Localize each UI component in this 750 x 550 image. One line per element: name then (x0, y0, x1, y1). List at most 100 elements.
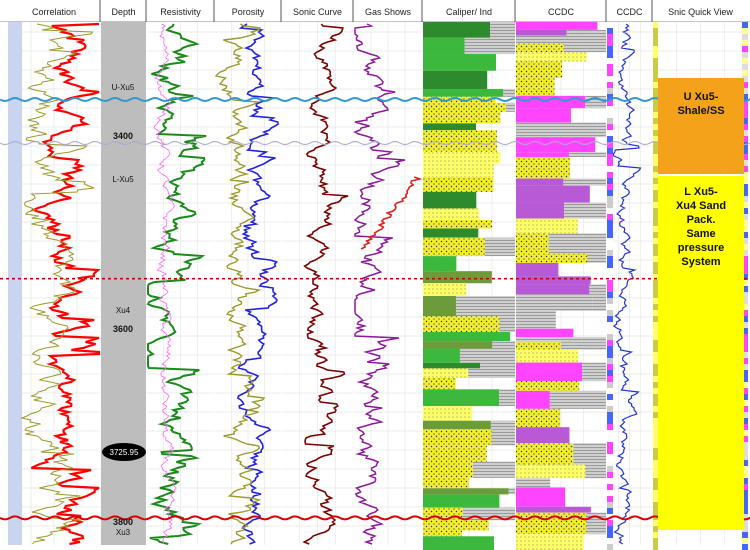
quickview-left-strip (653, 136, 658, 142)
quickview-left-strip (653, 58, 658, 64)
quickview-edge-strip (742, 52, 748, 58)
caliper-litho-fill (423, 332, 511, 342)
quickview-left-strip (653, 436, 658, 442)
ccdc-edge-strip (607, 34, 613, 40)
quickview-edge-strip (742, 202, 748, 208)
ccdc-edge-strip (607, 154, 613, 160)
quickview-left-strip (653, 112, 658, 118)
resistivity-curve (146, 23, 207, 545)
quickview-left-strip (653, 484, 658, 490)
quickview-left-strip (653, 172, 658, 178)
quickview-left-strip (653, 364, 658, 370)
quickview-left-strip (653, 400, 658, 406)
ccdc-edge-strip (607, 172, 613, 178)
quickview-edge-strip (742, 382, 748, 388)
quickview-left-strip (653, 88, 658, 94)
gas-show-peak (360, 176, 423, 250)
ccdc-edge-strip (607, 322, 613, 328)
zone-u-xu5 (658, 78, 744, 174)
ccdc-edge-strip (607, 538, 613, 544)
quickview-left-strip (653, 202, 658, 208)
caliper-litho-fill (423, 191, 477, 209)
zone-l-xu5-xu4-label: L Xu5-Xu4 Sand Pack. Same pressure System (676, 186, 726, 268)
quickview-left-strip (653, 346, 658, 352)
ccdc-edge-strip (607, 520, 613, 526)
ccdc-edge-strip (607, 88, 613, 94)
formation-top-line (0, 141, 750, 146)
ccdc-litho-fill (516, 337, 582, 343)
ccdc-litho-fill (516, 349, 579, 363)
quickview-edge-strip (742, 190, 748, 196)
quickview-edge-strip (742, 316, 748, 322)
ccdc-litho-fill (516, 262, 559, 277)
quickview-left-strip (653, 442, 658, 448)
quickview-left-strip (653, 310, 658, 316)
caliper-litho-fill (423, 163, 494, 178)
ccdc-edge-strip (607, 100, 613, 106)
ccdc-litho-fill (516, 253, 587, 263)
ccdc-litho-fill (516, 362, 583, 382)
ccdc-edge-strip (607, 130, 613, 136)
caliper-litho-fill (423, 70, 488, 90)
ccdc-edge-strip (607, 448, 613, 454)
ccdc-edge-strip (607, 226, 613, 232)
quickview-edge-strip (742, 112, 748, 118)
quickview-left-strip (653, 124, 658, 130)
ccdc-edge-strip (607, 214, 613, 220)
quickview-edge-strip (742, 424, 748, 430)
ccdc-edge-strip (607, 412, 613, 418)
quickview-left-strip (653, 448, 658, 454)
ccdc-litho-fill (516, 408, 561, 428)
quickview-edge-strip (742, 406, 748, 412)
quickview-edge-strip (742, 352, 748, 358)
quickview-left-strip (653, 70, 658, 76)
caliper-litho-fill (423, 123, 477, 131)
caliper-litho-fill (423, 130, 497, 152)
caliper-litho-fill (423, 316, 500, 333)
ccdc-litho-fill (516, 427, 570, 444)
ccdc-edge-strip (607, 310, 613, 316)
ccdc-edge-strip (607, 382, 613, 388)
caliper-litho-fill (423, 208, 479, 220)
porosity-curve (236, 23, 279, 545)
quickview-edge-strip (742, 328, 748, 334)
quickview-edge-strip (742, 448, 748, 454)
ccdc-edge-strip (607, 106, 613, 112)
ccdc-edge-strip (607, 40, 613, 46)
quickview-edge-strip (742, 70, 748, 76)
quickview-edge-strip (742, 370, 748, 376)
ccdc-edge-strip (607, 484, 613, 490)
quickview-edge-strip (742, 178, 748, 184)
quickview-edge-strip (742, 478, 748, 484)
ccdc-curve (612, 23, 642, 545)
quickview-edge-strip (742, 244, 748, 250)
quickview-edge-strip (742, 346, 748, 352)
ccdc-edge-strip (607, 94, 613, 100)
ccdc-edge-strip (607, 286, 613, 292)
ccdc-edge-strip (607, 190, 613, 196)
quickview-left-strip (653, 220, 658, 226)
ccdc-edge-strip (607, 70, 613, 76)
ccdc-edge-strip (607, 358, 613, 364)
ccdc-edge-strip (607, 478, 613, 484)
quickview-edge-strip (742, 46, 748, 52)
quickview-edge-strip (742, 532, 748, 538)
quickview-edge-strip (742, 340, 748, 346)
gas-shows-curve (353, 23, 406, 545)
caliper-litho-fill (423, 368, 469, 378)
caliper-litho-fill (423, 37, 465, 55)
correlation-shading (8, 22, 22, 545)
ccdc-litho-fill (516, 381, 580, 391)
ccdc-litho-fill (516, 178, 564, 186)
depth-label-3800: 3800 (113, 517, 133, 527)
ccdc-edge-strip (607, 460, 613, 466)
quickview-left-strip (653, 184, 658, 190)
ccdc-edge-strip (607, 112, 613, 118)
quickview-left-strip (653, 28, 658, 34)
ccdc-litho-fill (516, 52, 587, 62)
ccdc-edge-strip (607, 238, 613, 244)
ccdc-edge-strip (607, 28, 613, 34)
quickview-edge-strip (742, 292, 748, 298)
quickview-left-strip (653, 130, 658, 136)
quickview-edge-strip (742, 124, 748, 130)
